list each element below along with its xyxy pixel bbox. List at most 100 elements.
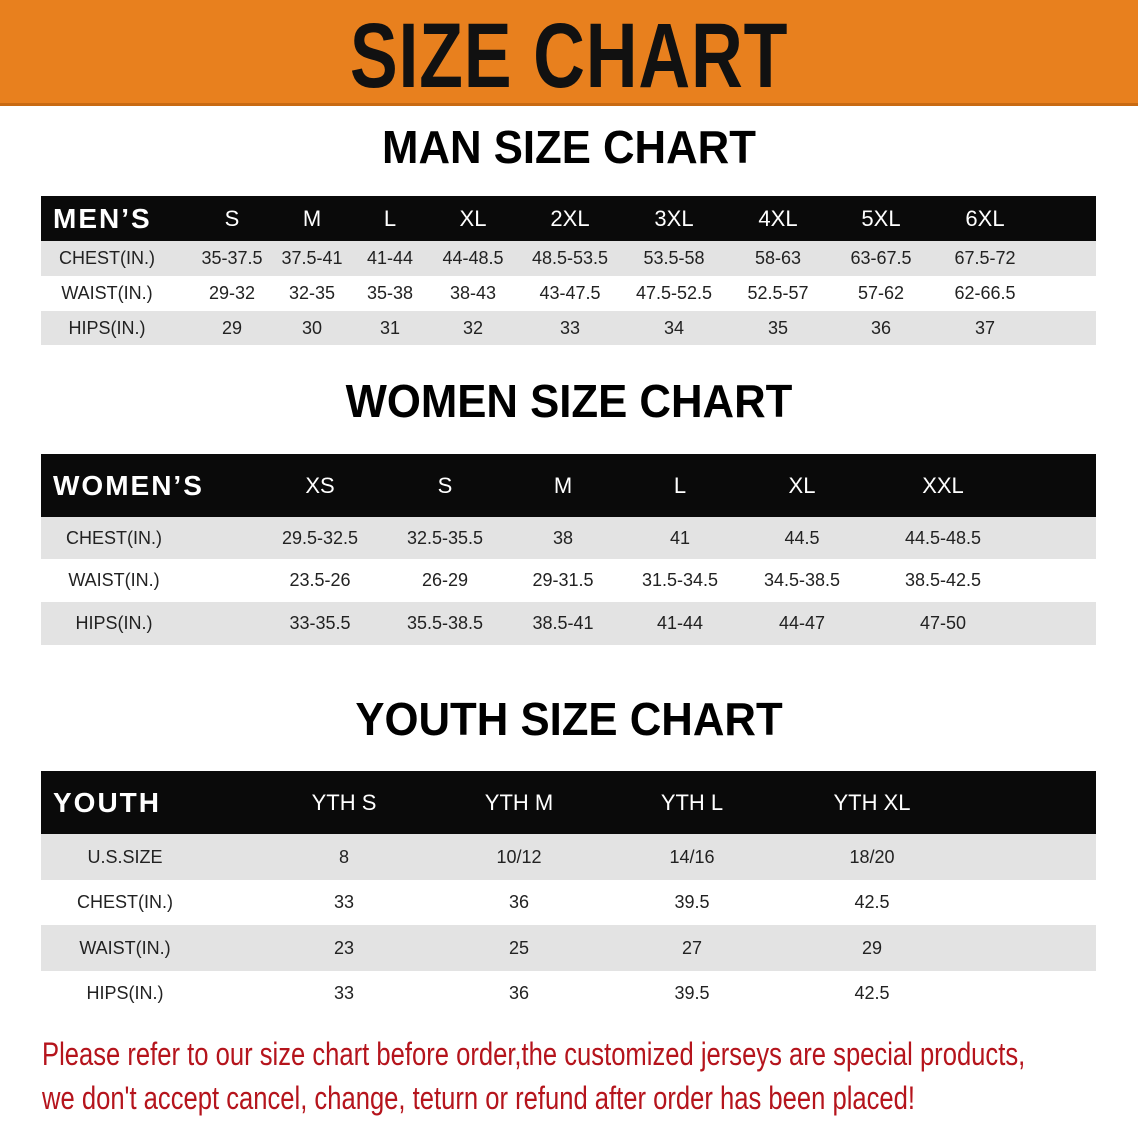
size-header-cell: 2XL [550, 205, 590, 231]
measurement-value: 32-35 [288, 283, 336, 303]
measurement-value: 44-47 [778, 613, 826, 633]
measurement-label: U.S.SIZE [87, 846, 163, 867]
measurement-value: 41-44 [366, 248, 414, 268]
measurement-value: 34.5-38.5 [763, 570, 841, 590]
measurement-value: 34 [663, 317, 685, 338]
measurement-value: 32.5-35.5 [406, 527, 484, 548]
measurement-label: CHEST(IN.) [77, 892, 173, 912]
table-row: HIPS(IN.) 29 30 31 32 33 34 35 36 37 [41, 311, 1096, 345]
measurement-value: 63-67.5 [850, 248, 912, 268]
measurement-value: 25 [508, 937, 530, 958]
measurement-value: 32 [462, 317, 484, 338]
measurement-value: 47.5-52.5 [635, 283, 713, 303]
table-header-row: YOUTH YTH S YTH M YTH L YTH XL [41, 771, 1096, 834]
size-header-cell: XL [788, 472, 816, 498]
size-header-cell: L [673, 472, 687, 498]
measurement-value: 33 [559, 317, 581, 338]
banner-title: SIZE CHART [349, 5, 789, 107]
measurement-value: 30 [301, 317, 323, 338]
measurement-value: 31 [379, 317, 401, 338]
measurement-value: 18/20 [849, 846, 895, 867]
size-header-cell: M [302, 205, 322, 231]
measurement-value: 67.5-72 [954, 248, 1016, 268]
measurement-value: 29.5-32.5 [281, 527, 359, 548]
measurement-value: 29-32 [208, 283, 256, 303]
size-header-cell: XL [459, 205, 487, 231]
table-row: CHEST(IN.) 35-37.5 37.5-41 41-44 44-48.5 48.5… [41, 241, 1096, 276]
measurement-label: WAIST(IN.) [68, 570, 160, 590]
measurement-value: 38.5-42.5 [904, 570, 982, 590]
policy-note-line-2: we don't accept cancel, change, teturn o… [42, 1080, 915, 1116]
size-header-cell: M [553, 472, 573, 498]
size-header-cell: 4XL [758, 205, 798, 231]
measurement-value: 62-66.5 [954, 283, 1016, 303]
size-chart-banner: SIZE CHART [0, 0, 1138, 107]
measurement-value: 27 [681, 937, 703, 958]
measurement-value: 58-63 [754, 248, 802, 268]
table-row: U.S.SIZE 8 10/12 14/16 18/20 [41, 834, 1096, 880]
size-header-cell: YTH L [660, 789, 724, 815]
measurement-value: 37 [974, 317, 996, 338]
measurement-value: 35-37.5 [201, 248, 263, 268]
measurement-value: 48.5-53.5 [531, 248, 609, 268]
measurement-value: 57-62 [857, 283, 905, 303]
measurement-label: WAIST(IN.) [79, 937, 171, 958]
measurement-value: 10/12 [496, 846, 542, 867]
size-header-cell: L [383, 205, 397, 231]
size-header-cell: 6XL [965, 205, 1005, 231]
women-section-title: WOMEN SIZE CHART [345, 375, 793, 427]
measurement-label: HIPS(IN.) [86, 983, 164, 1003]
table-title-cell: YOUTH [53, 786, 161, 818]
table-row: CHEST(IN.) 33 36 39.5 42.5 [41, 880, 1096, 925]
table-header-row: MEN’S S M L XL 2XL 3XL 4XL 5XL 6XL [41, 196, 1096, 241]
measurement-value: 47-50 [919, 613, 967, 633]
table-row: WAIST(IN.) 29-32 32-35 35-38 38-43 43-47.5 47.… [41, 276, 1096, 311]
measurement-value: 39.5 [674, 983, 710, 1003]
table-title-cell: MEN’S [53, 202, 152, 234]
measurement-label: HIPS(IN.) [75, 613, 153, 633]
measurement-value: 39.5 [674, 892, 710, 912]
measurement-value: 23 [333, 937, 355, 958]
measurement-value: 33-35.5 [289, 613, 351, 633]
measurement-value: 36 [508, 983, 530, 1003]
measurement-label: CHEST(IN.) [66, 527, 162, 548]
measurement-value: 41-44 [656, 613, 704, 633]
measurement-value: 37.5-41 [281, 248, 343, 268]
measurement-value: 42.5 [854, 983, 890, 1003]
youth-size-table: YOUTH YTH S YTH M YTH L YTH XL U.S.SIZE 8 10/12… [41, 771, 1096, 1016]
size-header-cell: YTH M [484, 789, 554, 815]
measurement-value: 23.5-26 [289, 570, 351, 590]
table-row: WAIST(IN.) 23 25 27 29 [41, 925, 1096, 971]
table-row: CHEST(IN.) 29.5-32.5 32.5-35.5 38 41 44.5 44.5… [41, 517, 1096, 559]
measurement-value: 44.5 [784, 527, 820, 548]
measurement-value: 31.5-34.5 [641, 570, 719, 590]
policy-note-line-1: Please refer to our size chart before or… [42, 1036, 1026, 1072]
size-header-cell: YTH XL [833, 789, 911, 815]
measurement-value: 52.5-57 [747, 283, 809, 303]
measurement-value: 29-31.5 [532, 570, 594, 590]
size-header-cell: S [224, 205, 240, 231]
measurement-value: 35-38 [366, 283, 414, 303]
table-header-row: WOMEN’S XS S M L XL XXL [41, 454, 1096, 517]
youth-section-title: YOUTH SIZE CHART [355, 693, 783, 745]
size-header-cell: 5XL [861, 205, 901, 231]
measurement-value: 38 [552, 527, 574, 548]
men-section-title: MAN SIZE CHART [382, 121, 756, 173]
table-title-cell: WOMEN’S [53, 469, 204, 501]
table-row: HIPS(IN.) 33 36 39.5 42.5 [41, 971, 1096, 1016]
measurement-value: 29 [861, 937, 883, 958]
measurement-value: 35 [767, 317, 789, 338]
measurement-value: 36 [870, 317, 892, 338]
size-header-cell: XS [305, 472, 335, 498]
measurement-value: 44-48.5 [442, 248, 504, 268]
measurement-label: WAIST(IN.) [61, 283, 153, 303]
measurement-value: 38-43 [449, 283, 497, 303]
measurement-value: 29 [221, 317, 243, 338]
measurement-value: 14/16 [669, 846, 715, 867]
measurement-value: 43-47.5 [539, 283, 601, 303]
measurement-value: 33 [333, 892, 355, 912]
size-header-cell: YTH S [311, 789, 377, 815]
size-header-cell: S [437, 472, 453, 498]
table-row: WAIST(IN.) 23.5-26 26-29 29-31.5 31.5-34.5 34… [41, 559, 1096, 602]
measurement-value: 33 [333, 983, 355, 1003]
